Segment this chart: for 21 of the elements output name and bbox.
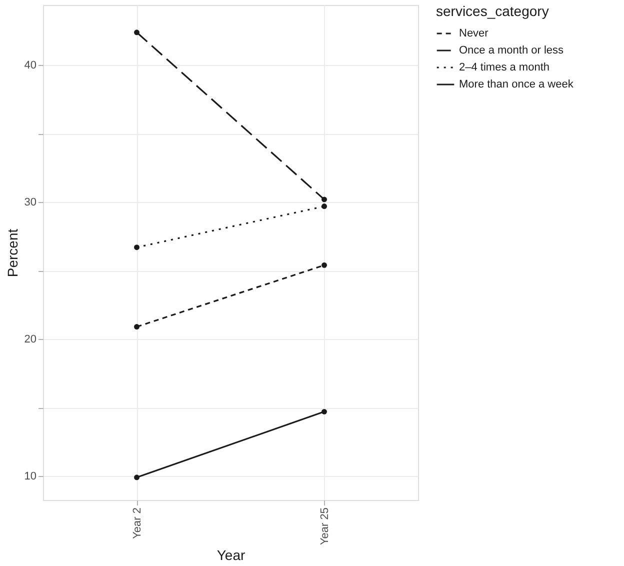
point xyxy=(322,196,327,202)
point xyxy=(134,474,140,480)
point xyxy=(322,204,327,210)
point xyxy=(322,262,327,268)
x-tick-label: Year 2 xyxy=(131,508,144,539)
y-axis-title: Percent xyxy=(4,228,20,278)
point xyxy=(322,408,327,414)
y-tick-label: 10 xyxy=(24,470,36,483)
legend-label: More than once a week xyxy=(459,78,574,90)
x-tick-label: Year 25 xyxy=(318,508,331,546)
point xyxy=(134,324,140,330)
y-tick-label: 20 xyxy=(24,334,36,346)
legend-label: 2–4 times a month xyxy=(459,62,550,74)
point xyxy=(134,244,140,250)
legend-title: services_category xyxy=(436,3,549,19)
legend-label: Never xyxy=(459,28,489,40)
point xyxy=(134,30,140,36)
x-axis-title: Year xyxy=(216,547,246,564)
legend-label: Once a month or less xyxy=(459,44,564,56)
y-tick-label: 40 xyxy=(24,60,36,72)
y-tick-label: 30 xyxy=(24,196,36,209)
